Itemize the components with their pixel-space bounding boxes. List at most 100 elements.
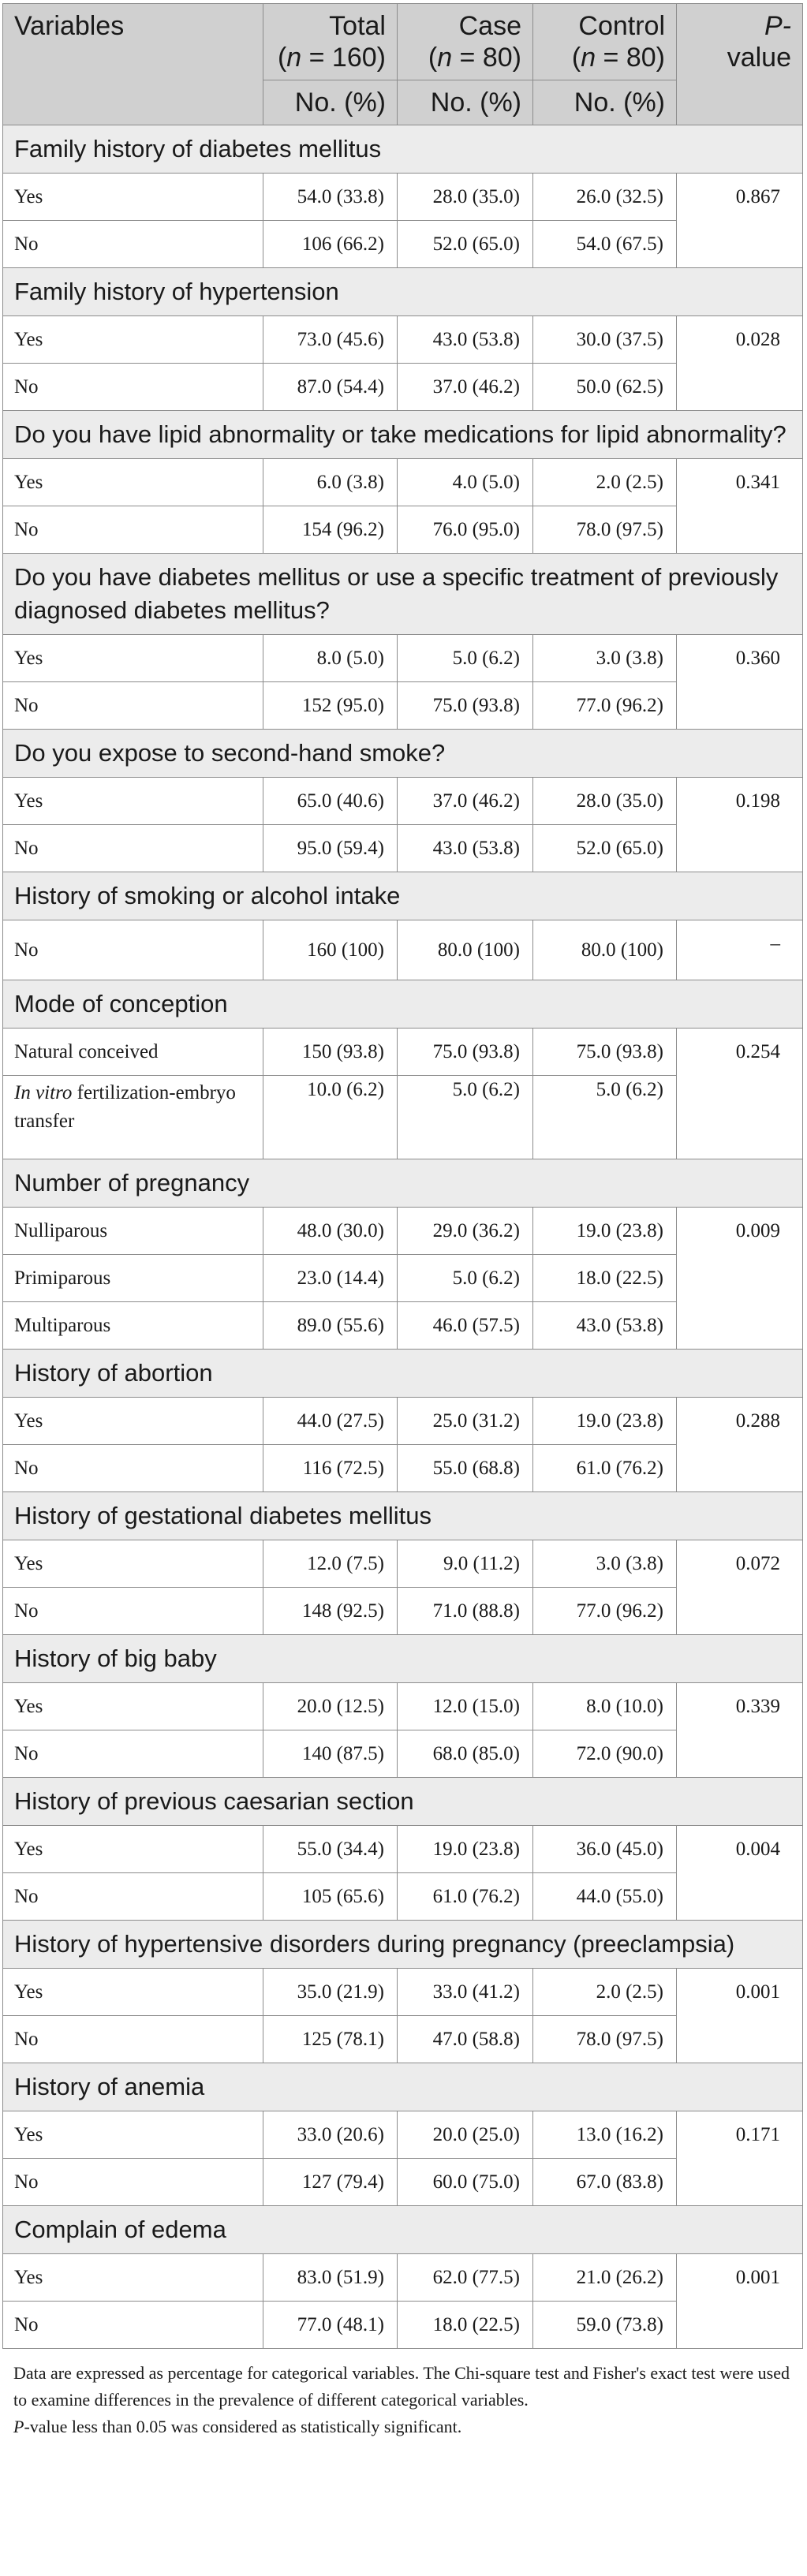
cell-p-value: 0.072 <box>676 1540 803 1635</box>
table-row: In vitro fertilization-embryo transfer 10… <box>2 1075 803 1159</box>
cell-case: 33.0 (41.2) <box>397 1968 533 2016</box>
section-header-row: History of big baby <box>2 1634 803 1683</box>
header-unit-row: No. (%) No. (%) No. (%) <box>3 80 803 125</box>
row-label: No <box>2 1872 263 1921</box>
cell-total: 152 (95.0) <box>263 681 398 730</box>
table-row: Yes 6.0 (3.8) 4.0 (5.0) 2.0 (2.5) 0.341 <box>2 458 803 554</box>
row-label: No <box>2 681 263 730</box>
cell-total: 20.0 (12.5) <box>263 1682 398 1730</box>
cell-total: 48.0 (30.0) <box>263 1207 398 1255</box>
section-title: Do you expose to second-hand smoke? <box>2 729 803 778</box>
cell-case: 12.0 (15.0) <box>397 1682 533 1730</box>
cell-p-value: 0.001 <box>676 2253 803 2349</box>
row-label: Primiparous <box>2 1254 263 1302</box>
cell-control: 18.0 (22.5) <box>532 1254 677 1302</box>
section-title: History of abortion <box>2 1349 803 1398</box>
row-label: Yes <box>2 2111 263 2159</box>
section-header-row: Family history of diabetes mellitus <box>2 125 803 174</box>
header-variables: Variables <box>2 3 263 125</box>
section-title: History of gestational diabetes mellitus <box>2 1491 803 1540</box>
table-row: Yes 20.0 (12.5) 12.0 (15.0) 8.0 (10.0) 0.339 <box>2 1682 803 1778</box>
header-case: Case (n = 80) <box>397 3 533 80</box>
cell-case: 5.0 (6.2) <box>397 1254 533 1302</box>
cell-control: 2.0 (2.5) <box>532 1968 677 2016</box>
header-total-n: (n = 160) <box>277 43 386 73</box>
table-row: Yes 55.0 (34.4) 19.0 (23.8) 36.0 (45.0) 0.00… <box>2 1825 803 1921</box>
row-label: Yes <box>2 634 263 682</box>
cell-control: 77.0 (96.2) <box>532 681 677 730</box>
row-label-rest: fertilization-embryo transfer <box>14 1082 236 1132</box>
table-row: No 127 (79.4) 60.0 (75.0) 67.0 (83.8) <box>2 2158 803 2206</box>
cell-case: 60.0 (75.0) <box>397 2158 533 2206</box>
table-row: Yes 8.0 (5.0) 5.0 (6.2) 3.0 (3.8) 0.360 <box>2 634 803 730</box>
cell-p-value: 0.198 <box>676 777 803 872</box>
cell-total: 10.0 (6.2) <box>263 1075 398 1159</box>
cell-total: 54.0 (33.8) <box>263 173 398 221</box>
row-label-italic: In vitro <box>14 1082 73 1103</box>
cell-control: 36.0 (45.0) <box>532 1825 677 1873</box>
header-unit-control: No. (%) <box>532 80 677 125</box>
cell-case: 71.0 (88.8) <box>397 1587 533 1635</box>
section-header-row: Family history of hypertension <box>2 267 803 316</box>
cell-total: 127 (79.4) <box>263 2158 398 2206</box>
row-label: No <box>2 920 263 980</box>
cell-case: 9.0 (11.2) <box>397 1540 533 1588</box>
cell-control: 3.0 (3.8) <box>532 634 677 682</box>
cell-total: 148 (92.5) <box>263 1587 398 1635</box>
row-label: Yes <box>2 315 263 364</box>
row-label: No <box>2 506 263 554</box>
cell-total: 83.0 (51.9) <box>263 2253 398 2302</box>
cell-case: 5.0 (6.2) <box>397 1075 533 1159</box>
cell-control: 78.0 (97.5) <box>532 2015 677 2063</box>
row-label: No <box>2 220 263 268</box>
row-label: Nulliparous <box>2 1207 263 1255</box>
section-title: Number of pregnancy <box>2 1159 803 1208</box>
cell-case: 75.0 (93.8) <box>397 681 533 730</box>
row-label: No <box>2 363 263 411</box>
cell-total: 73.0 (45.6) <box>263 315 398 364</box>
cell-control: 19.0 (23.8) <box>532 1397 677 1445</box>
table-row: Yes 54.0 (33.8) 28.0 (35.0) 26.0 (32.5) 0.86… <box>2 173 803 268</box>
cell-case: 61.0 (76.2) <box>397 1872 533 1921</box>
header-total: Total (n = 160) <box>263 3 398 80</box>
row-label: In vitro fertilization-embryo transfer <box>2 1075 263 1159</box>
cell-control: 72.0 (90.0) <box>532 1730 677 1778</box>
cell-total: 35.0 (21.9) <box>263 1968 398 2016</box>
row-label: No <box>2 2301 263 2349</box>
cell-total: 106 (66.2) <box>263 220 398 268</box>
table-row: No 77.0 (48.1) 18.0 (22.5) 59.0 (73.8) <box>2 2301 803 2349</box>
table-row: No 87.0 (54.4) 37.0 (46.2) 50.0 (62.5) <box>2 363 803 411</box>
cell-p-value: 0.288 <box>676 1397 803 1492</box>
table-row: Yes 35.0 (21.9) 33.0 (41.2) 2.0 (2.5) 0.001 <box>2 1968 803 2063</box>
cell-case: 5.0 (6.2) <box>397 634 533 682</box>
section-title: Do you have diabetes mellitus or use a s… <box>2 553 803 635</box>
row-label: Yes <box>2 1682 263 1730</box>
section-title: History of big baby <box>2 1634 803 1683</box>
cell-total: 8.0 (5.0) <box>263 634 398 682</box>
table-row: No 148 (92.5) 71.0 (88.8) 77.0 (96.2) <box>2 1587 803 1635</box>
data-table: Variables Total (n = 160) Case (n = 80) Co… <box>2 3 803 2349</box>
cell-p-value: 0.339 <box>676 1682 803 1778</box>
cell-case: 47.0 (58.8) <box>397 2015 533 2063</box>
table-row: Yes 12.0 (7.5) 9.0 (11.2) 3.0 (3.8) 0.072 <box>2 1540 803 1635</box>
cell-case: 29.0 (36.2) <box>397 1207 533 1255</box>
table-row: No 154 (96.2) 76.0 (95.0) 78.0 (97.5) <box>2 506 803 554</box>
cell-control: 80.0 (100) <box>532 920 677 980</box>
section-header-row: History of previous caesarian section <box>2 1777 803 1826</box>
cell-total: 55.0 (34.4) <box>263 1825 398 1873</box>
header-control: Control (n = 80) <box>532 3 677 80</box>
cell-control: 54.0 (67.5) <box>532 220 677 268</box>
cell-total: 44.0 (27.5) <box>263 1397 398 1445</box>
cell-case: 37.0 (46.2) <box>397 363 533 411</box>
table-row: No 160 (100) 80.0 (100) 80.0 (100) – <box>2 920 803 980</box>
row-label: Yes <box>2 777 263 825</box>
row-label: No <box>2 2158 263 2206</box>
section-header-row: Complain of edema <box>2 2205 803 2254</box>
cell-case: 43.0 (53.8) <box>397 315 533 364</box>
cell-control: 59.0 (73.8) <box>532 2301 677 2349</box>
cell-p-value: 0.171 <box>676 2111 803 2206</box>
section-title: Do you have lipid abnormality or take me… <box>2 410 803 459</box>
row-label: No <box>2 2015 263 2063</box>
section-title: History of anemia <box>2 2063 803 2111</box>
section-title: Complain of edema <box>2 2205 803 2254</box>
